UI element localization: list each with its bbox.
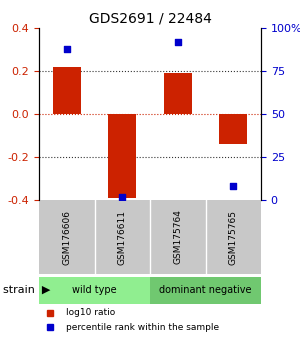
Bar xyxy=(39,277,150,304)
Bar xyxy=(53,67,81,114)
Point xyxy=(231,184,236,189)
Text: GSM176606: GSM176606 xyxy=(62,210,71,264)
Text: dominant negative: dominant negative xyxy=(159,285,252,295)
Title: GDS2691 / 22484: GDS2691 / 22484 xyxy=(88,12,212,26)
Text: wild type: wild type xyxy=(72,285,117,295)
Text: GSM175765: GSM175765 xyxy=(229,210,238,264)
Text: strain  ▶: strain ▶ xyxy=(3,285,50,295)
Text: percentile rank within the sample: percentile rank within the sample xyxy=(66,323,219,332)
Text: GSM176611: GSM176611 xyxy=(118,210,127,264)
Text: log10 ratio: log10 ratio xyxy=(66,308,115,317)
Point xyxy=(120,194,125,200)
Bar xyxy=(219,114,247,144)
Bar xyxy=(164,73,192,114)
Point xyxy=(175,39,180,45)
Point xyxy=(64,46,69,52)
Text: GSM175764: GSM175764 xyxy=(173,210,182,264)
Bar xyxy=(150,277,261,304)
Bar xyxy=(108,114,136,198)
